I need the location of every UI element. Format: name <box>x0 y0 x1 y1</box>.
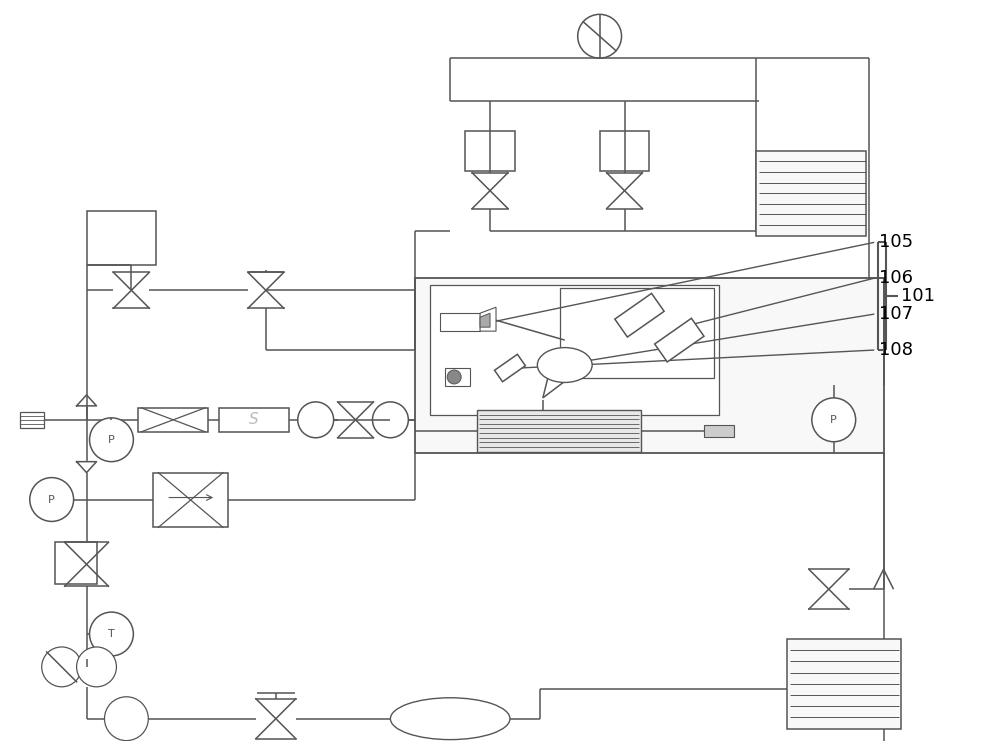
Polygon shape <box>615 293 664 337</box>
Bar <box>20 412 44 428</box>
Text: 108: 108 <box>879 341 913 359</box>
Circle shape <box>90 418 133 462</box>
Bar <box>465 131 515 171</box>
Circle shape <box>77 647 116 687</box>
Polygon shape <box>480 307 496 331</box>
Text: 105: 105 <box>879 234 913 252</box>
Circle shape <box>812 398 856 441</box>
Circle shape <box>104 697 148 741</box>
Bar <box>430 286 719 415</box>
Bar <box>219 408 289 432</box>
Bar <box>138 408 208 432</box>
Bar <box>560 289 714 378</box>
Bar <box>787 639 901 729</box>
Circle shape <box>30 478 74 522</box>
Text: P: P <box>48 494 55 505</box>
Circle shape <box>578 14 622 58</box>
Bar <box>445 368 470 386</box>
Polygon shape <box>495 354 525 381</box>
Text: P: P <box>108 435 115 444</box>
Bar <box>477 410 641 452</box>
Bar <box>87 211 156 266</box>
Ellipse shape <box>537 347 592 382</box>
Circle shape <box>90 612 133 656</box>
Bar <box>756 151 866 235</box>
Circle shape <box>447 370 461 384</box>
Bar <box>415 278 884 453</box>
Circle shape <box>372 402 408 438</box>
Circle shape <box>298 402 334 438</box>
Bar <box>55 542 97 584</box>
Text: S: S <box>249 413 259 427</box>
Circle shape <box>42 647 82 687</box>
Bar <box>440 313 480 331</box>
Text: 106: 106 <box>879 269 913 287</box>
Text: 107: 107 <box>879 305 913 324</box>
Polygon shape <box>655 318 704 362</box>
Text: 101: 101 <box>901 287 935 305</box>
Bar <box>704 425 734 437</box>
Text: P: P <box>830 415 837 425</box>
Bar <box>153 473 228 528</box>
Text: T: T <box>108 629 115 639</box>
Polygon shape <box>480 313 490 327</box>
Bar <box>600 131 649 171</box>
Ellipse shape <box>390 697 510 740</box>
